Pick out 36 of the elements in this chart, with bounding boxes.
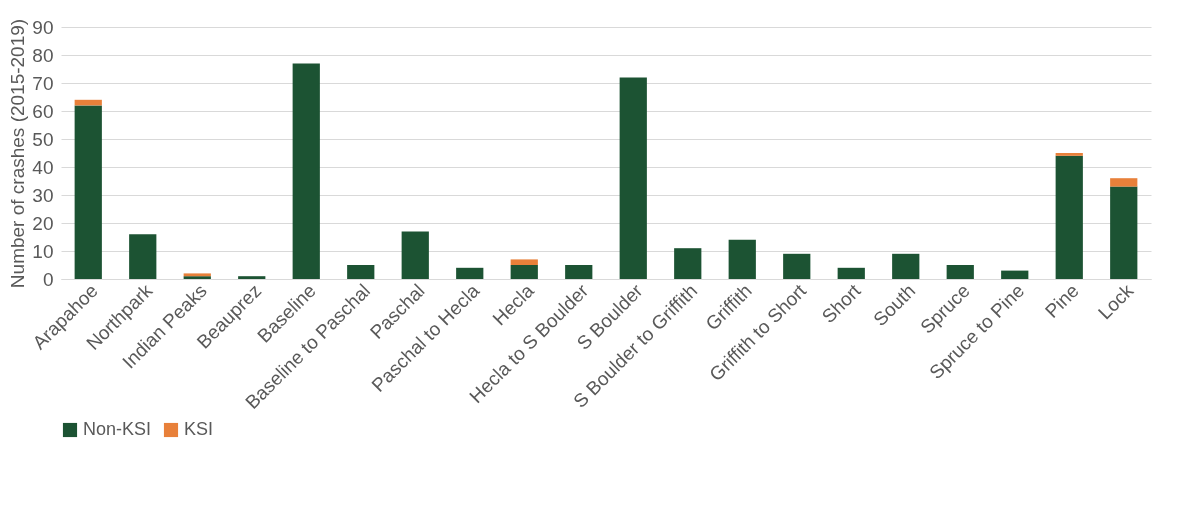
bar <box>1055 155 1083 279</box>
bar <box>783 253 811 279</box>
bar <box>456 267 484 279</box>
y-tick-label: 80 <box>32 44 54 66</box>
bar <box>837 267 865 279</box>
bar <box>946 265 974 279</box>
bar <box>674 248 702 279</box>
bar <box>728 239 756 279</box>
y-tick-label: 70 <box>32 72 54 94</box>
y-tick-label: 0 <box>42 268 54 290</box>
bar <box>510 265 538 279</box>
bar <box>565 265 593 279</box>
y-axis-title: Number of crashes (2015-2019) <box>7 18 29 289</box>
bar <box>129 234 157 279</box>
bar <box>1110 178 1138 187</box>
x-tick-label: Pine <box>1040 280 1083 322</box>
y-tick-label: 50 <box>32 128 54 150</box>
bar <box>1110 186 1138 279</box>
bar <box>1001 270 1029 279</box>
bar <box>74 105 102 279</box>
bar <box>892 253 920 279</box>
bar <box>510 259 538 265</box>
y-tick-label: 30 <box>32 184 54 206</box>
legend-label: KSI <box>184 419 214 439</box>
bar <box>401 231 429 279</box>
y-tick-label: 10 <box>32 240 54 262</box>
bar <box>1055 153 1083 156</box>
y-tick-label: 60 <box>32 100 54 122</box>
bar <box>347 265 375 279</box>
y-tick-label: 20 <box>32 212 54 234</box>
bar <box>292 63 320 279</box>
bar <box>619 77 647 279</box>
bar <box>238 276 266 279</box>
y-tick-label: 90 <box>32 16 54 38</box>
y-tick-label: 40 <box>32 156 54 178</box>
legend-label: Non-KSI <box>83 419 152 439</box>
